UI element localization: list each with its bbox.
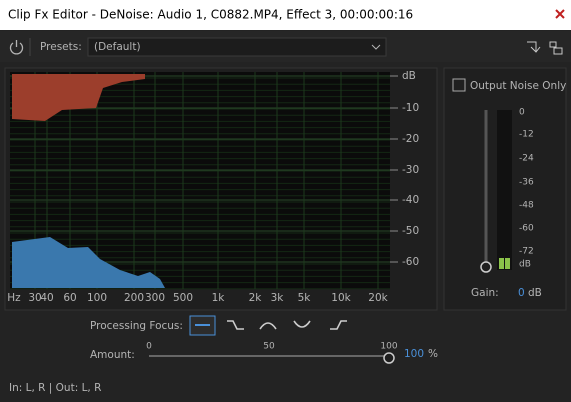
meter-label: dB — [519, 260, 531, 270]
meter-label: -72 — [519, 247, 534, 257]
toolbar-icon[interactable] — [527, 41, 541, 53]
db-label: -60 — [402, 256, 419, 268]
db-label: -40 — [402, 194, 419, 206]
db-label: -50 — [402, 225, 419, 237]
freq-label: 30 — [28, 292, 41, 304]
freq-label: 300 — [145, 292, 165, 304]
freq-label: 40 — [40, 292, 53, 304]
level-meter — [497, 110, 512, 270]
amount-value: 100 — [404, 348, 424, 360]
focus-button[interactable] — [330, 320, 347, 330]
meter-label: -48 — [519, 201, 534, 211]
freq-label: 10k — [331, 292, 351, 304]
presets-dropdown[interactable] — [87, 37, 387, 57]
amount-slider-handle[interactable] — [383, 352, 395, 364]
meter-label: -60 — [519, 224, 534, 234]
meter-bar — [499, 258, 504, 269]
meter-label: -24 — [519, 154, 534, 164]
focus-button[interactable] — [227, 320, 244, 330]
freq-label: 1k — [212, 292, 226, 304]
meter-label: -12 — [519, 130, 534, 140]
db-label: -10 — [402, 102, 419, 114]
checkbox[interactable] — [452, 78, 466, 92]
toolbar-icon[interactable] — [549, 41, 563, 55]
noise-floor — [12, 74, 145, 121]
gain-unit: dB — [528, 287, 542, 299]
freq-label: 2k — [249, 292, 263, 304]
status-text: In: L, R | Out: L, R — [9, 382, 101, 394]
freq-label: 200 — [124, 292, 144, 304]
meter-bar — [505, 258, 510, 269]
preset-value: (Default) — [94, 41, 141, 53]
amount-scale-label: 100 — [380, 342, 397, 352]
focus-button[interactable] — [189, 315, 216, 336]
title-bar — [0, 0, 571, 30]
signal-spectrum — [12, 237, 165, 288]
db-label: dB — [402, 70, 416, 82]
presets-label: Presets: — [40, 41, 82, 53]
amount-scale-label: 50 — [263, 342, 275, 352]
gain-label: Gain: — [471, 287, 499, 299]
freq-label: 500 — [173, 292, 193, 304]
gain-slider-handle[interactable] — [480, 261, 492, 273]
focus-button[interactable] — [259, 322, 277, 330]
freq-label: 60 — [63, 292, 76, 304]
amount-unit: % — [428, 348, 438, 360]
freq-label: 3k — [271, 292, 285, 304]
close-button[interactable] — [552, 6, 568, 22]
freq-label: Hz — [7, 292, 21, 304]
db-label: -20 — [402, 133, 419, 145]
power-button[interactable] — [9, 40, 24, 55]
amount-label: Amount: — [90, 349, 135, 361]
freq-label: 5k — [298, 292, 312, 304]
freq-label: 100 — [87, 292, 107, 304]
amount-scale-label: 0 — [146, 342, 152, 352]
focus-button[interactable] — [293, 320, 311, 328]
gain-value: 0 — [518, 287, 525, 299]
db-label: -30 — [402, 164, 419, 176]
processing-focus-label: Processing Focus: — [90, 320, 183, 332]
meter-label: -36 — [519, 178, 534, 188]
window-title: Clip Fx Editor - DeNoise: Audio 1, C0882… — [8, 8, 413, 22]
checkbox-label: Output Noise Only — [470, 80, 566, 92]
meter-label: 0 — [519, 108, 525, 118]
freq-label: 20k — [368, 292, 388, 304]
